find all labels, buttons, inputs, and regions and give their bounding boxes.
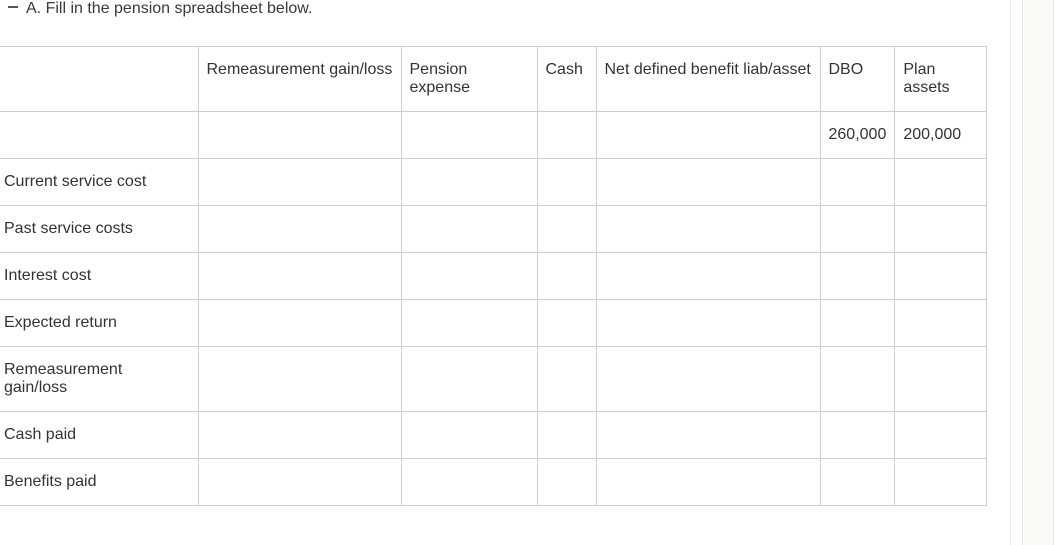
cell-pension-4[interactable] xyxy=(401,300,537,347)
cell-remeas-0[interactable] xyxy=(198,112,401,159)
row-benefits-paid: Benefits paid xyxy=(0,459,987,506)
header-plan-assets: Plan assets xyxy=(895,47,987,112)
row-current-service-cost: Current service cost xyxy=(0,159,987,206)
header-row: Remeasurement gain/loss Pension expense … xyxy=(0,47,987,112)
cell-dbo-6[interactable] xyxy=(820,412,895,459)
cell-plan-5[interactable] xyxy=(895,347,987,412)
header-remeasurement: Remeasurement gain/loss xyxy=(198,47,401,112)
cell-rowlabel-3[interactable]: Interest cost xyxy=(0,253,198,300)
cell-net-2[interactable] xyxy=(596,206,820,253)
cell-rowlabel-7[interactable]: Benefits paid xyxy=(0,459,198,506)
cell-remeas-4[interactable] xyxy=(198,300,401,347)
cell-cash-4[interactable] xyxy=(537,300,596,347)
cell-dbo-3[interactable] xyxy=(820,253,895,300)
cell-pension-0[interactable] xyxy=(401,112,537,159)
cell-rowlabel-5[interactable]: Remeasurement gain/loss xyxy=(0,347,198,412)
cell-dbo-2[interactable] xyxy=(820,206,895,253)
cell-net-3[interactable] xyxy=(596,253,820,300)
pension-spreadsheet: Remeasurement gain/loss Pension expense … xyxy=(0,46,987,506)
cell-pension-6[interactable] xyxy=(401,412,537,459)
cell-net-5[interactable] xyxy=(596,347,820,412)
header-pension-expense: Pension expense xyxy=(401,47,537,112)
cell-pension-7[interactable] xyxy=(401,459,537,506)
page-root: A. Fill in the pension spreadsheet below… xyxy=(0,0,1054,545)
cell-rowlabel-0[interactable] xyxy=(0,112,198,159)
cell-pension-3[interactable] xyxy=(401,253,537,300)
inner-right-edge xyxy=(1010,0,1011,545)
row-remeasurement-gain-loss: Remeasurement gain/loss xyxy=(0,347,987,412)
cell-cash-7[interactable] xyxy=(537,459,596,506)
cell-net-6[interactable] xyxy=(596,412,820,459)
cell-remeas-5[interactable] xyxy=(198,347,401,412)
cell-net-7[interactable] xyxy=(596,459,820,506)
cell-cash-6[interactable] xyxy=(537,412,596,459)
cell-remeas-3[interactable] xyxy=(198,253,401,300)
cell-remeas-6[interactable] xyxy=(198,412,401,459)
dash-icon xyxy=(8,6,18,8)
row-past-service-costs: Past service costs xyxy=(0,206,987,253)
cell-plan-6[interactable] xyxy=(895,412,987,459)
cell-remeas-1[interactable] xyxy=(198,159,401,206)
cell-cash-3[interactable] xyxy=(537,253,596,300)
header-rowlabel xyxy=(0,47,198,112)
content-area: A. Fill in the pension spreadsheet below… xyxy=(0,0,1022,545)
cell-pension-5[interactable] xyxy=(401,347,537,412)
cell-rowlabel-1[interactable]: Current service cost xyxy=(0,159,198,206)
row-opening: 260,000 200,000 xyxy=(0,112,987,159)
header-net-defined: Net defined benefit liab/asset xyxy=(596,47,820,112)
cell-cash-2[interactable] xyxy=(537,206,596,253)
question-line: A. Fill in the pension spreadsheet below… xyxy=(8,0,312,18)
cell-plan-7[interactable] xyxy=(895,459,987,506)
cell-cash-1[interactable] xyxy=(537,159,596,206)
cell-net-0[interactable] xyxy=(596,112,820,159)
cell-dbo-4[interactable] xyxy=(820,300,895,347)
cell-plan-4[interactable] xyxy=(895,300,987,347)
cell-dbo-5[interactable] xyxy=(820,347,895,412)
cell-cash-0[interactable] xyxy=(537,112,596,159)
cell-dbo-0[interactable]: 260,000 xyxy=(820,112,895,159)
cell-plan-2[interactable] xyxy=(895,206,987,253)
instruction-text: A. Fill in the pension spreadsheet below… xyxy=(26,0,312,18)
row-interest-cost: Interest cost xyxy=(0,253,987,300)
cell-remeas-2[interactable] xyxy=(198,206,401,253)
cell-plan-1[interactable] xyxy=(895,159,987,206)
cell-dbo-7[interactable] xyxy=(820,459,895,506)
side-gutter xyxy=(1022,0,1054,545)
cell-rowlabel-6[interactable]: Cash paid xyxy=(0,412,198,459)
cell-net-4[interactable] xyxy=(596,300,820,347)
cell-plan-0[interactable]: 200,000 xyxy=(895,112,987,159)
cell-plan-3[interactable] xyxy=(895,253,987,300)
header-cash: Cash xyxy=(537,47,596,112)
cell-dbo-1[interactable] xyxy=(820,159,895,206)
cell-remeas-7[interactable] xyxy=(198,459,401,506)
cell-net-1[interactable] xyxy=(596,159,820,206)
cell-rowlabel-2[interactable]: Past service costs xyxy=(0,206,198,253)
cell-cash-5[interactable] xyxy=(537,347,596,412)
header-dbo: DBO xyxy=(820,47,895,112)
cell-pension-1[interactable] xyxy=(401,159,537,206)
cell-rowlabel-4[interactable]: Expected return xyxy=(0,300,198,347)
row-cash-paid: Cash paid xyxy=(0,412,987,459)
cell-pension-2[interactable] xyxy=(401,206,537,253)
row-expected-return: Expected return xyxy=(0,300,987,347)
